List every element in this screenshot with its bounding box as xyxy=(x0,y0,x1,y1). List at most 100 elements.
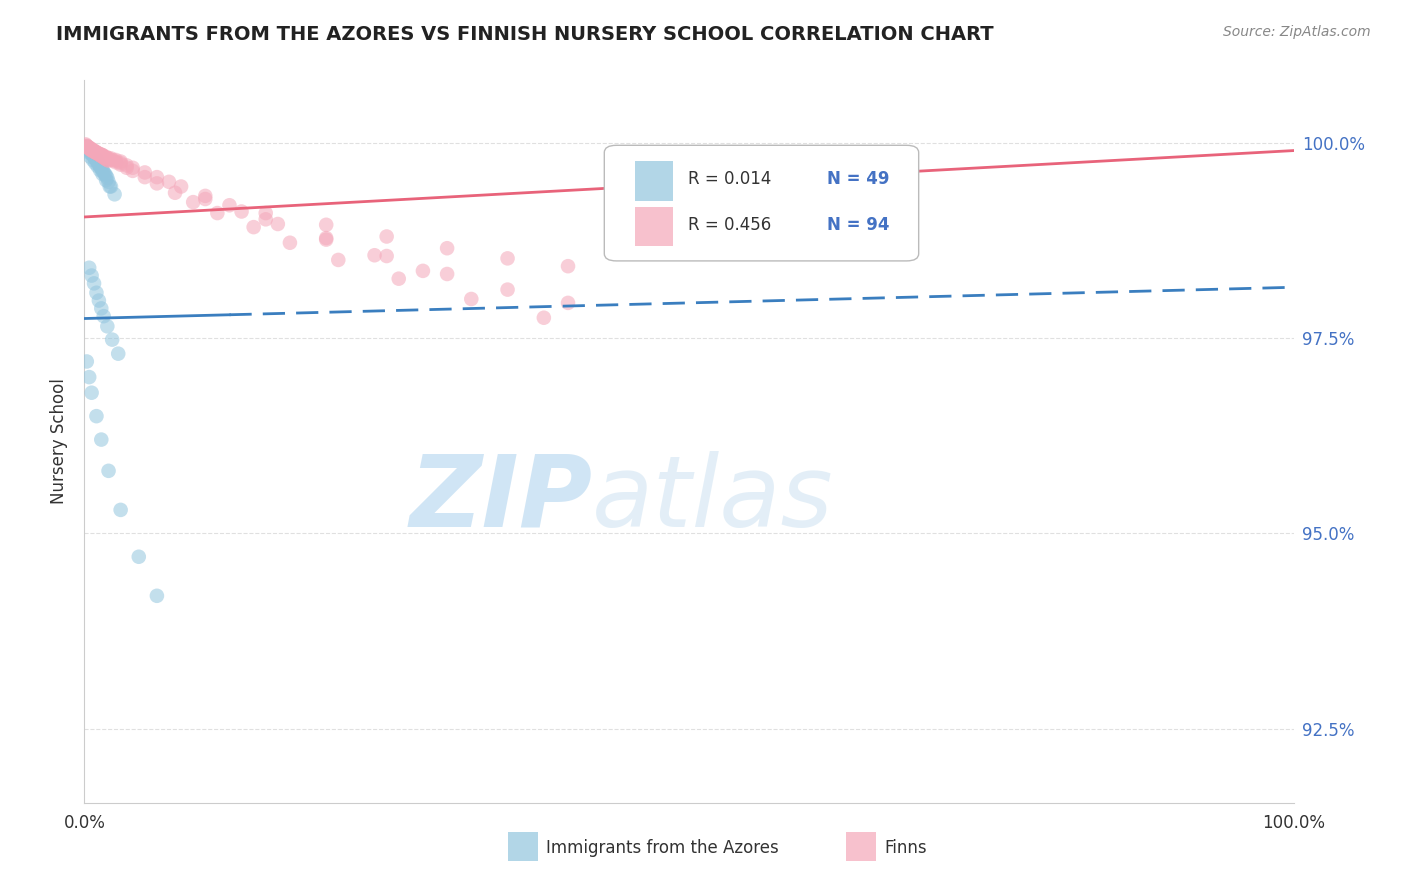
Point xyxy=(86,159,108,173)
Point xyxy=(87,158,110,172)
Point xyxy=(91,148,114,162)
Point xyxy=(363,248,385,262)
Text: R = 0.014: R = 0.014 xyxy=(688,170,770,188)
Point xyxy=(77,144,100,158)
Point xyxy=(77,142,100,156)
Point xyxy=(436,267,458,281)
Point xyxy=(267,217,290,231)
Text: atlas: atlas xyxy=(592,450,834,548)
Point xyxy=(86,153,108,167)
Point xyxy=(79,150,101,164)
Point xyxy=(77,141,100,155)
Point xyxy=(80,143,103,157)
Point xyxy=(77,140,100,154)
Point xyxy=(83,145,105,159)
Point xyxy=(83,277,105,291)
Point xyxy=(93,151,115,165)
Point xyxy=(134,165,156,179)
Point xyxy=(412,264,434,278)
Point xyxy=(76,139,98,153)
Point xyxy=(496,283,519,297)
Point xyxy=(91,167,114,181)
Point xyxy=(86,145,108,160)
Point xyxy=(242,220,264,235)
Point xyxy=(90,149,112,163)
Point xyxy=(104,155,127,169)
Point xyxy=(80,143,103,157)
FancyBboxPatch shape xyxy=(634,207,673,246)
FancyBboxPatch shape xyxy=(846,831,876,861)
Point xyxy=(115,161,138,175)
Point xyxy=(84,145,107,160)
Text: ZIP: ZIP xyxy=(409,450,592,548)
Point xyxy=(89,147,111,161)
Point xyxy=(436,241,458,255)
Point xyxy=(207,206,229,220)
Point xyxy=(89,163,111,178)
Point xyxy=(93,309,115,323)
Point xyxy=(79,142,101,156)
Point xyxy=(254,212,277,227)
Text: N = 49: N = 49 xyxy=(827,170,889,188)
Point xyxy=(104,153,127,167)
Point xyxy=(76,139,98,153)
Point xyxy=(218,198,240,212)
Point xyxy=(388,271,411,285)
Point xyxy=(101,333,124,347)
Point xyxy=(79,142,101,156)
Point xyxy=(496,252,519,266)
Point xyxy=(146,170,169,185)
Point xyxy=(231,204,253,219)
Point xyxy=(82,145,104,159)
Point xyxy=(77,140,100,154)
Point xyxy=(89,159,111,173)
Point xyxy=(83,145,105,159)
Point xyxy=(115,158,138,172)
Point xyxy=(104,187,127,202)
Point xyxy=(76,139,98,153)
Point xyxy=(84,145,107,160)
Point xyxy=(87,147,110,161)
Point xyxy=(86,285,108,300)
Point xyxy=(94,151,117,165)
Point xyxy=(90,147,112,161)
Point xyxy=(557,259,579,273)
Point xyxy=(107,346,129,360)
Point xyxy=(93,150,115,164)
Point xyxy=(110,154,132,169)
Point xyxy=(94,152,117,166)
Point xyxy=(557,296,579,310)
Point xyxy=(181,195,204,210)
Point xyxy=(121,161,143,175)
Text: IMMIGRANTS FROM THE AZORES VS FINNISH NURSERY SCHOOL CORRELATION CHART: IMMIGRANTS FROM THE AZORES VS FINNISH NU… xyxy=(56,25,994,44)
Point xyxy=(94,152,117,166)
Point xyxy=(77,140,100,154)
Point xyxy=(146,177,169,191)
Point xyxy=(90,161,112,175)
Point xyxy=(77,370,100,384)
Point xyxy=(86,145,108,160)
Point xyxy=(100,179,122,194)
Point xyxy=(94,167,117,181)
Point xyxy=(77,141,100,155)
FancyBboxPatch shape xyxy=(605,145,918,260)
Y-axis label: Nursery School: Nursery School xyxy=(51,378,69,505)
Point xyxy=(165,186,187,200)
Point xyxy=(94,169,117,183)
Point xyxy=(315,231,337,245)
Text: Immigrants from the Azores: Immigrants from the Azores xyxy=(547,838,779,856)
Point xyxy=(93,165,115,179)
Text: Source: ZipAtlas.com: Source: ZipAtlas.com xyxy=(1223,25,1371,39)
Point xyxy=(76,139,98,153)
FancyBboxPatch shape xyxy=(634,161,673,201)
Point xyxy=(86,145,108,160)
Point xyxy=(98,179,121,194)
Point xyxy=(533,310,555,325)
Point xyxy=(104,153,127,168)
Point xyxy=(87,293,110,308)
Point xyxy=(80,142,103,156)
Point xyxy=(254,206,277,220)
Point xyxy=(194,192,217,206)
Point xyxy=(96,153,118,167)
Point xyxy=(94,150,117,164)
